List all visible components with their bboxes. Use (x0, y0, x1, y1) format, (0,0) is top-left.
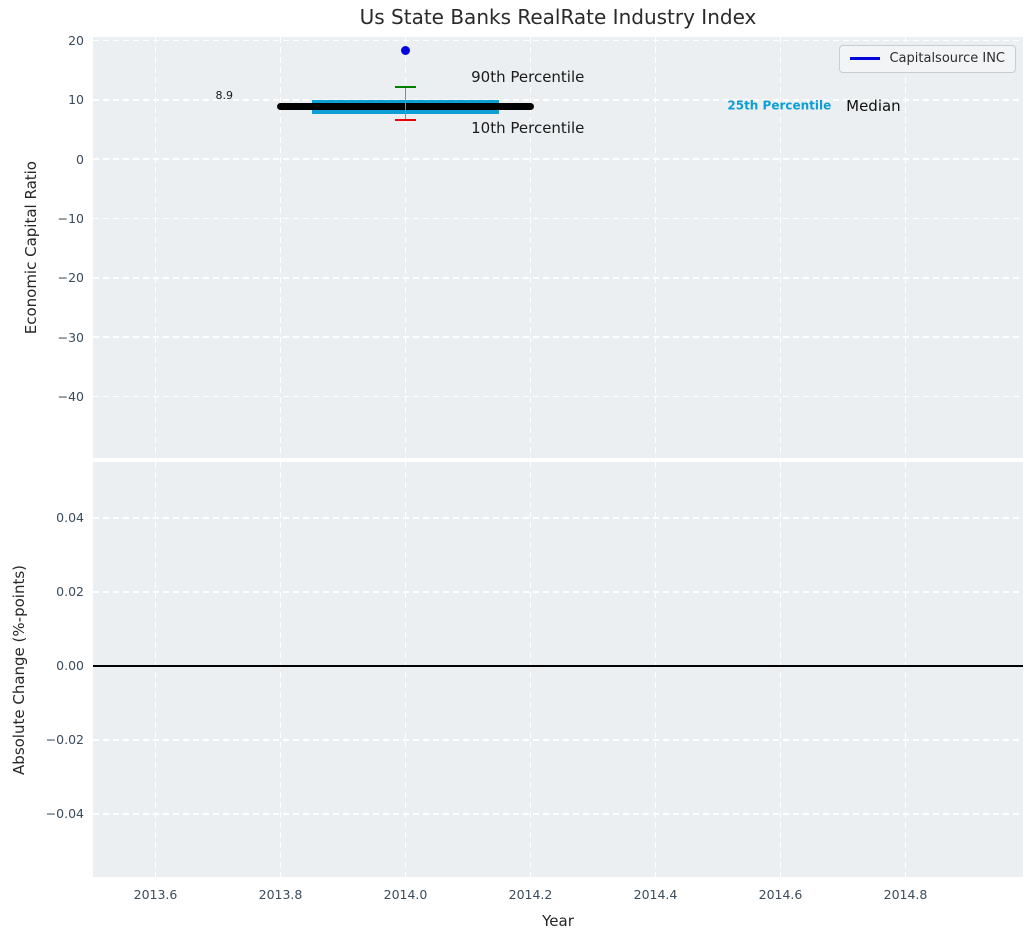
y-tick-label: 0 (76, 151, 84, 167)
x-gridline (404, 462, 407, 877)
x-gridline (904, 462, 907, 877)
p25-label: 25th Percentile (727, 98, 832, 113)
y-axis-label-bottom-box: Absolute Change (%-points) (8, 462, 30, 877)
x-gridline (779, 37, 782, 458)
legend-label: Capitalsource INC (889, 51, 1005, 66)
x-tick-label: 2014.6 (758, 887, 803, 902)
plot-area-absolute-change: 2013.6 2013.8 2014.0 2014.2 2014.4 2014.6 2014… (46, 462, 1023, 902)
y-gridline (93, 217, 1023, 220)
y-gridline (93, 158, 1023, 160)
y-axis-label-absolute-change: Absolute Change (%-points) (10, 564, 28, 775)
p10-label: 10th Percentile (471, 118, 585, 137)
y-axis-label-top-box: Economic Capital Ratio (20, 37, 42, 458)
y-gridline (93, 395, 1023, 398)
y-tick-label: −40 (57, 388, 84, 404)
errorbar-stem (404, 86, 407, 120)
y-tick-label: 10 (68, 92, 84, 108)
x-tick-label: 2014.4 (633, 887, 678, 902)
x-gridline (529, 37, 532, 458)
x-gridline (654, 37, 657, 458)
y-tick-label: −20 (57, 270, 84, 286)
plot-area-economic-capital-ratio: Capitalsource INC 20 10 0 −10 −20 −30 −40 8.9 90… (58, 33, 1023, 458)
p90-label: 90th Percentile (471, 68, 585, 87)
x-tick-label: 2013.8 (258, 887, 303, 902)
x-gridline (154, 462, 157, 877)
y-gridline (93, 99, 1023, 101)
legend-line-sample (850, 57, 881, 60)
y-tick-label: −0.04 (45, 806, 84, 822)
y-tick-label: 0.04 (56, 510, 84, 526)
x-tick-label: 2013.6 (133, 887, 178, 902)
errorbar-cap-10th (395, 118, 416, 122)
x-gridline (279, 37, 282, 458)
x-gridline (154, 37, 157, 458)
y-gridline (93, 336, 1023, 338)
zero-line (93, 665, 1023, 667)
x-gridline (404, 37, 407, 458)
y-gridline (93, 39, 1023, 42)
x-gridline (779, 462, 782, 877)
chart-title: Us State Banks RealRate Industry Index (359, 5, 757, 29)
y-tick-label: 0.00 (56, 658, 84, 674)
y-gridline (93, 812, 1023, 815)
capitalsource-inc-point (401, 45, 410, 55)
y-gridline (93, 738, 1023, 741)
x-gridline (904, 37, 907, 458)
y-gridline (93, 591, 1023, 593)
y-tick-label: −30 (57, 329, 84, 345)
x-axis-label-year: Year (542, 912, 574, 930)
legend: Capitalsource INC (839, 45, 1016, 73)
median-value-label: 8.9 (215, 88, 234, 102)
y-tick-label: −0.02 (45, 732, 84, 748)
errorbar-cap-90th (395, 85, 416, 89)
y-gridline (93, 276, 1023, 279)
median-label: Median (846, 96, 901, 115)
x-tick-label: 2014.8 (883, 887, 928, 902)
y-tick-label: 0.02 (56, 584, 84, 600)
y-tick-label: −10 (57, 210, 84, 226)
y-axis-label-economic-capital-ratio: Economic Capital Ratio (22, 160, 40, 335)
x-tick-label: 2014.2 (508, 887, 553, 902)
x-gridline (654, 462, 657, 877)
x-tick-label: 2014.0 (383, 887, 428, 902)
y-gridline (93, 517, 1023, 519)
x-gridline (279, 462, 282, 877)
y-tick-label: 20 (68, 33, 84, 49)
x-gridline (529, 462, 532, 877)
